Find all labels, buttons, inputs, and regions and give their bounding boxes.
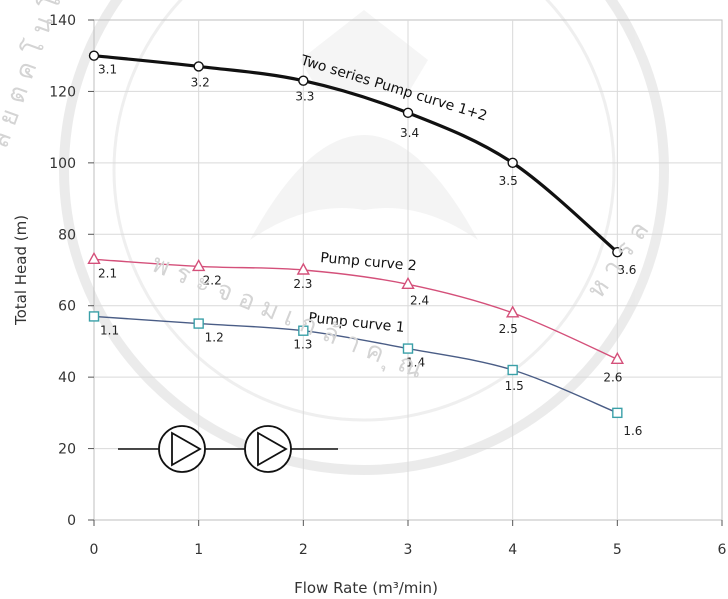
pump-curve-1-point-label: 1.1 <box>100 323 119 337</box>
pump-curve-2-point-label: 2.5 <box>499 322 518 336</box>
pump-curve-1-point <box>612 407 623 419</box>
pump-curve-1-point-label: 1.2 <box>205 331 224 345</box>
x-tick-label: 1 <box>194 542 203 558</box>
pump-curve-1-2-point <box>88 50 100 61</box>
x-axis-title: Flow Rate (m³/min) <box>294 579 438 597</box>
x-tick-label: 5 <box>613 542 622 558</box>
x-tick-label: 6 <box>718 542 727 558</box>
x-tick-label: 3 <box>404 542 413 558</box>
pump-curve-2-name: Pump curve 2 <box>320 250 418 274</box>
pump-curve-1-2-point <box>612 246 623 258</box>
pump-curve-1-point-label: 1.5 <box>505 379 524 393</box>
x-tick-label: 0 <box>90 542 99 558</box>
pump-curve-1-2-point <box>298 75 309 86</box>
series-layer <box>87 50 625 419</box>
label-layer: 1.1 1.2 1.3 1.4 1.5 1.6 2.1 2.2 2.3 2.4 2.5 2.6 3.1 3… <box>0 0 655 438</box>
pump-curve-1-2-point <box>193 61 204 72</box>
pump-schematic <box>118 425 338 473</box>
pump-curve-1-2-point-label: 3.4 <box>400 126 419 140</box>
pump-curve-1-2-point-label: 3.5 <box>499 174 518 188</box>
pump-curve-1-line <box>93 315 618 414</box>
pump-curve-1-point <box>193 318 204 329</box>
pump-curve-1-point <box>88 311 100 322</box>
y-tick-label: 40 <box>58 370 76 386</box>
pump-curve-1-2-point-label: 3.6 <box>617 263 636 277</box>
pump-curve-1-2-line <box>93 54 619 254</box>
pump-curve-1-point-label: 1.4 <box>406 356 425 370</box>
pump-curve-1-point <box>507 364 518 376</box>
x-tick-label: 2 <box>299 542 308 558</box>
y-tick-label: 20 <box>58 442 76 458</box>
pump-curve-2-point-label: 2.6 <box>603 370 622 384</box>
y-tick-label: 140 <box>49 13 76 29</box>
pump-curve-2-point <box>505 305 520 318</box>
gridlines <box>94 20 722 520</box>
y-axis-title: Total Head (m) <box>12 215 30 326</box>
pump-curve-1-2-point-label: 3.3 <box>295 90 314 104</box>
x-tick-label: 4 <box>508 542 517 558</box>
pump-curve-2-point-label: 2.4 <box>410 293 429 307</box>
pump-curve-1-point <box>298 325 309 336</box>
y-tick-label: 80 <box>58 227 76 243</box>
y-tick-label: 60 <box>58 299 76 315</box>
pump-curve-2-point-label: 2.1 <box>98 266 117 280</box>
pump-icon <box>158 425 206 473</box>
pump-curve-2-line <box>93 258 618 360</box>
pump-icon <box>244 425 292 473</box>
pump-curve-1-2-point-label: 3.1 <box>98 63 117 77</box>
y-tick-label: 0 <box>67 513 76 529</box>
pump-curve-2-point <box>610 351 625 364</box>
watermark-seal <box>59 0 669 475</box>
pump-curve-1-2-point <box>402 107 414 119</box>
pump-curve-2-point-label: 2.3 <box>293 277 312 291</box>
y-tick-label: 120 <box>49 84 76 100</box>
pump-curve-2-point <box>296 262 311 275</box>
pump-curve-2-point <box>401 276 415 289</box>
pump-curve-2-point <box>87 251 101 264</box>
pump-curve-2-point <box>191 258 206 272</box>
pump-curve-1-point <box>402 343 414 354</box>
pump-curve-1-point-label: 1.6 <box>623 424 642 438</box>
pump-curve-1-2-point-label: 3.2 <box>191 75 210 89</box>
pump-curve-1-point-label: 1.3 <box>293 338 312 352</box>
pump-curve-1-2-point <box>507 157 518 169</box>
pump-curve-2-point-label: 2.2 <box>203 273 222 287</box>
y-tick-label: 100 <box>49 156 76 172</box>
